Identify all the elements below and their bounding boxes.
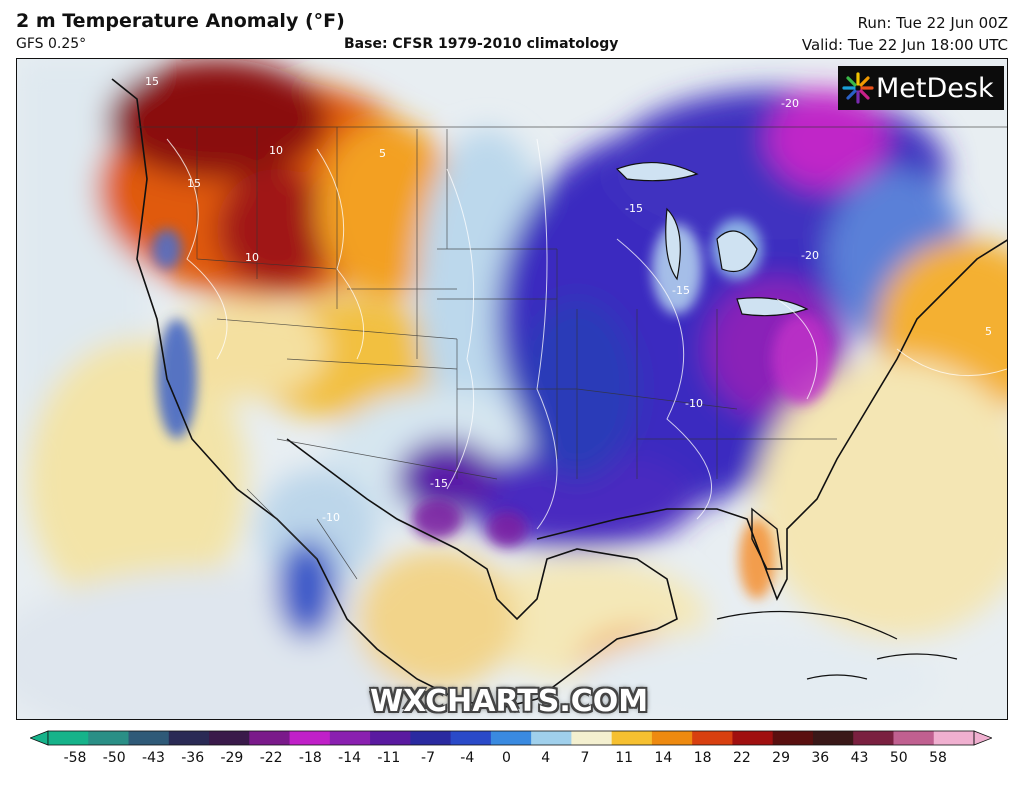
sunburst-icon — [842, 72, 874, 104]
colorbar-cell — [853, 731, 894, 745]
colorbar-tick-label: 14 — [654, 750, 673, 766]
colorbar — [30, 730, 992, 746]
colorbar-frame — [47, 730, 975, 746]
contour-label: -20 — [801, 249, 819, 262]
colorbar-tick-label: -36 — [181, 750, 205, 766]
colorbar-tick-label: -43 — [142, 750, 165, 766]
colorbar-tick-label: 11 — [615, 750, 634, 766]
run-time-label: Run: Tue 22 Jun 00Z — [857, 14, 1008, 32]
colorbar-cell — [209, 731, 250, 745]
chart-title: 2 m Temperature Anomaly (°F) — [16, 10, 345, 32]
colorbar-cell — [490, 731, 532, 745]
great-lakes — [615, 162, 809, 317]
contour-label: -15 — [430, 477, 448, 490]
colorbar-cell — [370, 731, 411, 745]
colorbar-tick-label: -7 — [421, 750, 436, 766]
colorbar-tick-label: 43 — [850, 750, 869, 766]
colorbar-tick-label: -29 — [220, 750, 244, 766]
valid-time-label: Valid: Tue 22 Jun 18:00 UTC — [801, 36, 1008, 54]
contour-label: 15 — [145, 75, 159, 88]
colorbar-tick-label: -22 — [259, 750, 283, 766]
colorbar-cell — [571, 731, 613, 745]
colorbar-cell — [289, 731, 331, 745]
colorbar-tick-label: -18 — [298, 750, 322, 766]
colorbar-cell — [772, 731, 814, 745]
colorbar-cell — [732, 731, 774, 745]
metdesk-logo: MetDesk — [838, 66, 1004, 110]
model-label: GFS 0.25° — [16, 36, 87, 52]
coastline — [111, 78, 1007, 710]
colorbar-cell — [168, 731, 210, 745]
colorbar-cell — [410, 731, 452, 745]
contour-labels: 15 15 10 10 5 -20 -15 -20 -15 -10 -15 -1… — [145, 75, 992, 524]
colorbar-cell — [450, 731, 492, 745]
contour-label: -15 — [625, 202, 643, 215]
colorbar-tick-label: -11 — [377, 750, 401, 766]
colorbar-cell — [933, 731, 975, 745]
watermark: WXCHARTS.COM — [370, 684, 649, 719]
colorbar-tick-label: -50 — [102, 750, 126, 766]
colorbar-cell — [249, 731, 291, 745]
colorbar-tick-label: 7 — [580, 750, 590, 766]
contour-label: 5 — [985, 325, 992, 338]
colorbar-cell — [651, 731, 693, 745]
logo-text: MetDesk — [876, 72, 994, 104]
colorbar-tick-label: 22 — [732, 750, 751, 766]
colorbar-tick-label: 58 — [929, 750, 947, 766]
colorbar-max-arrow — [973, 730, 992, 746]
florida-outline — [751, 507, 783, 570]
political-borders — [137, 126, 1007, 580]
colorbar-tick-label: 29 — [772, 750, 790, 766]
contour-label: 5 — [379, 147, 386, 160]
contour-label: -10 — [322, 511, 340, 524]
colorbar-cell — [88, 731, 130, 745]
contour-label: 15 — [187, 177, 201, 190]
colorbar-cell — [692, 731, 733, 745]
colorbar-cell — [812, 731, 854, 745]
climatology-base-label: Base: CFSR 1979-2010 climatology — [344, 36, 619, 52]
colorbar-cell — [48, 731, 89, 745]
contour-label: 10 — [269, 144, 283, 157]
colorbar-min-arrow — [30, 730, 49, 746]
colorbar-tick-label: -14 — [338, 750, 362, 766]
contour-label: -10 — [685, 397, 703, 410]
colorbar-tick-label: -4 — [460, 750, 475, 766]
contour-label: 10 — [245, 251, 259, 264]
colorbar-tick-label: 4 — [541, 750, 551, 766]
contour-label: -20 — [781, 97, 799, 110]
colorbar-tick-label: 18 — [693, 750, 712, 766]
contour-label: -15 — [672, 284, 690, 297]
colorbar-cell — [128, 731, 170, 745]
map-canvas: 15 15 10 10 5 -20 -15 -20 -15 -10 -15 -1… — [17, 59, 1007, 719]
caribbean-islands — [716, 610, 958, 680]
colorbar-cell — [531, 731, 572, 745]
colorbar-cell — [329, 731, 371, 745]
anomaly-field — [17, 59, 1007, 719]
anomaly-map: 15 15 10 10 5 -20 -15 -20 -15 -10 -15 -1… — [16, 58, 1008, 720]
colorbar-tick-label: -58 — [63, 750, 87, 766]
contour-lines — [166, 138, 1007, 530]
colorbar-tick-label: 0 — [502, 750, 511, 766]
colorbar-tick-label: 36 — [811, 750, 830, 766]
colorbar-tick-label: 50 — [889, 750, 908, 766]
colorbar-cell — [611, 731, 653, 745]
colorbar-cell — [893, 731, 935, 745]
